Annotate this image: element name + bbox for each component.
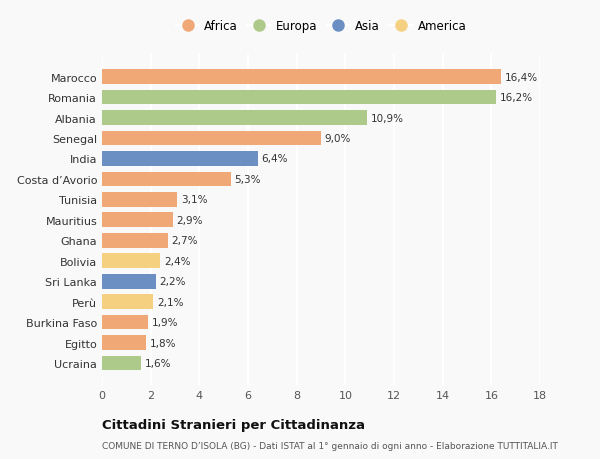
Text: 2,9%: 2,9% bbox=[176, 215, 203, 225]
Bar bbox=[102, 336, 146, 350]
Text: 2,2%: 2,2% bbox=[159, 277, 185, 286]
Bar bbox=[102, 172, 231, 187]
Text: 2,4%: 2,4% bbox=[164, 256, 191, 266]
Bar bbox=[102, 90, 496, 105]
Text: Cittadini Stranieri per Cittadinanza: Cittadini Stranieri per Cittadinanza bbox=[102, 418, 365, 431]
Bar bbox=[102, 70, 501, 85]
Bar bbox=[102, 356, 141, 370]
Text: 10,9%: 10,9% bbox=[371, 113, 404, 123]
Text: 1,8%: 1,8% bbox=[149, 338, 176, 348]
Text: 3,1%: 3,1% bbox=[181, 195, 208, 205]
Text: 2,1%: 2,1% bbox=[157, 297, 183, 307]
Text: 1,9%: 1,9% bbox=[152, 317, 178, 327]
Bar bbox=[102, 152, 258, 167]
Text: 16,2%: 16,2% bbox=[500, 93, 533, 103]
Text: 5,3%: 5,3% bbox=[235, 174, 261, 185]
Bar bbox=[102, 295, 153, 309]
Text: 16,4%: 16,4% bbox=[505, 73, 538, 83]
Bar bbox=[102, 254, 160, 269]
Text: 1,6%: 1,6% bbox=[145, 358, 171, 368]
Bar bbox=[102, 274, 155, 289]
Legend: Africa, Europa, Asia, America: Africa, Europa, Asia, America bbox=[173, 18, 469, 36]
Bar bbox=[102, 315, 148, 330]
Bar bbox=[102, 213, 173, 228]
Bar bbox=[102, 111, 367, 126]
Bar bbox=[102, 131, 321, 146]
Text: 6,4%: 6,4% bbox=[262, 154, 288, 164]
Bar bbox=[102, 193, 178, 207]
Bar bbox=[102, 233, 168, 248]
Text: 9,0%: 9,0% bbox=[325, 134, 351, 144]
Text: 2,7%: 2,7% bbox=[172, 236, 198, 246]
Text: COMUNE DI TERNO D’ISOLA (BG) - Dati ISTAT al 1° gennaio di ogni anno - Elaborazi: COMUNE DI TERNO D’ISOLA (BG) - Dati ISTA… bbox=[102, 441, 558, 450]
